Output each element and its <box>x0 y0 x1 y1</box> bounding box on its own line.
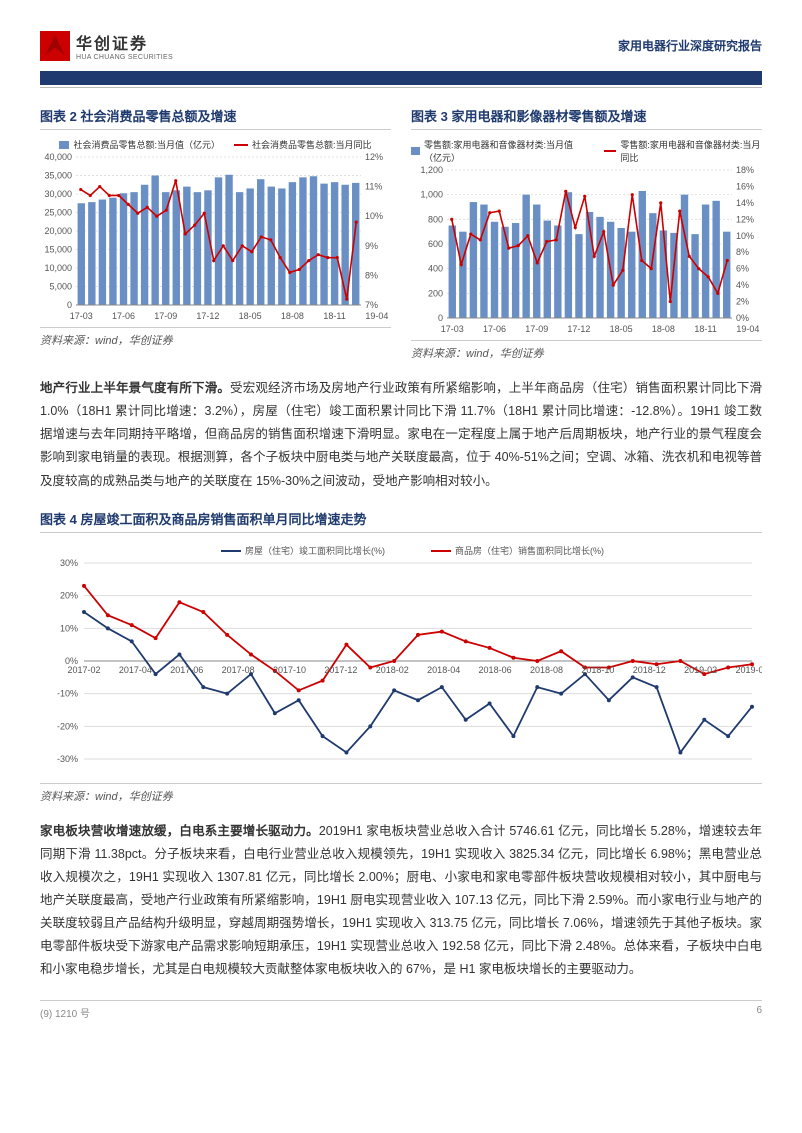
svg-text:2018-04: 2018-04 <box>427 665 460 675</box>
svg-text:20,000: 20,000 <box>44 226 72 236</box>
svg-text:17-12: 17-12 <box>196 311 219 321</box>
svg-text:18-08: 18-08 <box>652 324 675 334</box>
rule-thin <box>40 87 762 88</box>
chart3-source: 资料来源：wind，华创证券 <box>411 340 762 361</box>
svg-text:-30%: -30% <box>57 754 78 764</box>
svg-text:35,000: 35,000 <box>44 171 72 181</box>
svg-text:8%: 8% <box>736 247 749 257</box>
svg-text:2018-08: 2018-08 <box>530 665 563 675</box>
chart3-legend: 零售额:家用电器和音像器材类:当月值（亿元） 零售额:家用电器和音像器材类:当月… <box>411 136 762 166</box>
paragraph-1: 地产行业上半年景气度有所下滑。受宏观经济市场及房地产行业政策有所紧缩影响，上半年… <box>40 377 762 493</box>
svg-text:30%: 30% <box>60 558 78 568</box>
chart2-source: 资料来源：wind，华创证券 <box>40 327 391 348</box>
svg-text:17-09: 17-09 <box>525 324 548 334</box>
svg-text:2018-06: 2018-06 <box>479 665 512 675</box>
svg-text:25,000: 25,000 <box>44 208 72 218</box>
bar-swatch <box>411 147 420 155</box>
footer-page: 6 <box>756 1005 762 1020</box>
svg-text:18-05: 18-05 <box>610 324 633 334</box>
svg-text:6%: 6% <box>736 264 749 274</box>
chart2-title: 图表 2 社会消费品零售总额及增速 <box>40 106 391 130</box>
page-header: 华创证券 HUA CHUANG SECURITIES 家用电器行业深度研究报告 <box>40 30 762 67</box>
bar-swatch <box>59 141 69 149</box>
svg-text:17-09: 17-09 <box>154 311 177 321</box>
svg-text:2017-04: 2017-04 <box>119 665 152 675</box>
svg-text:2018-02: 2018-02 <box>376 665 409 675</box>
svg-text:14%: 14% <box>736 198 754 208</box>
svg-text:-10%: -10% <box>57 688 78 698</box>
svg-text:5,000: 5,000 <box>49 282 72 292</box>
svg-text:0: 0 <box>438 313 443 323</box>
svg-text:2018-12: 2018-12 <box>633 665 666 675</box>
paragraph-2: 家电板块营收增速放缓，白电系主要增长驱动力。2019H1 家电板块营业总收入合计… <box>40 820 762 982</box>
svg-text:17-03: 17-03 <box>441 324 464 334</box>
svg-text:2017-12: 2017-12 <box>324 665 357 675</box>
svg-text:600: 600 <box>428 239 443 249</box>
svg-text:4%: 4% <box>736 280 749 290</box>
logo-en: HUA CHUANG SECURITIES <box>76 54 173 61</box>
svg-text:2017-02: 2017-02 <box>67 665 100 675</box>
line-swatch <box>234 144 248 146</box>
svg-text:18-05: 18-05 <box>239 311 262 321</box>
svg-text:-20%: -20% <box>57 721 78 731</box>
svg-text:19-04: 19-04 <box>365 311 388 321</box>
svg-text:2%: 2% <box>736 297 749 307</box>
svg-text:20%: 20% <box>60 590 78 600</box>
svg-text:房屋（住宅）竣工面积同比增长(%): 房屋（住宅）竣工面积同比增长(%) <box>245 545 385 556</box>
svg-text:9%: 9% <box>365 241 378 251</box>
footer-left: (9) 1210 号 <box>40 1005 90 1020</box>
svg-text:2017-06: 2017-06 <box>170 665 203 675</box>
svg-text:0: 0 <box>67 300 72 310</box>
svg-text:2017-10: 2017-10 <box>273 665 306 675</box>
svg-text:0%: 0% <box>736 313 749 323</box>
logo-mark <box>40 31 70 61</box>
chart3-title: 图表 3 家用电器和影像器材零售额及增速 <box>411 106 762 130</box>
rule-navy <box>40 71 762 85</box>
svg-text:2019-02: 2019-02 <box>684 665 717 675</box>
svg-text:1,200: 1,200 <box>420 166 443 175</box>
svg-text:10%: 10% <box>60 623 78 633</box>
svg-text:17-03: 17-03 <box>70 311 93 321</box>
svg-text:7%: 7% <box>365 300 378 310</box>
svg-text:10%: 10% <box>365 211 383 221</box>
chart4: 房屋（住宅）竣工面积同比增长(%) 商品房（住宅）销售面积同比增长(%) -30% -… <box>40 539 762 779</box>
svg-text:1,000: 1,000 <box>420 190 443 200</box>
line-swatch <box>604 150 617 152</box>
svg-text:200: 200 <box>428 288 443 298</box>
svg-text:17-06: 17-06 <box>483 324 506 334</box>
svg-text:800: 800 <box>428 214 443 224</box>
svg-text:11%: 11% <box>365 182 382 192</box>
svg-text:400: 400 <box>428 264 443 274</box>
chart2-legend: 社会消费品零售总额:当月值（亿元） 社会消费品零售总额:当月同比 <box>40 136 391 153</box>
svg-text:18%: 18% <box>736 166 754 175</box>
footer: (9) 1210 号 6 <box>40 1000 762 1020</box>
svg-text:2019-04: 2019-04 <box>735 665 762 675</box>
svg-text:8%: 8% <box>365 270 378 280</box>
svg-text:2017-08: 2017-08 <box>222 665 255 675</box>
svg-text:10,000: 10,000 <box>44 263 72 273</box>
svg-text:40,000: 40,000 <box>44 153 72 162</box>
svg-text:17-06: 17-06 <box>112 311 135 321</box>
svg-text:17-12: 17-12 <box>567 324 590 334</box>
chart3: 0 200 400 600 800 1,000 1,200 0% 2% 4% 6% 8% 10% 12% 1… <box>411 166 762 336</box>
svg-text:12%: 12% <box>365 153 383 162</box>
chart4-source: 资料来源：wind，华创证券 <box>40 783 762 804</box>
logo: 华创证券 HUA CHUANG SECURITIES <box>40 30 173 61</box>
svg-text:18-08: 18-08 <box>281 311 304 321</box>
doc-title: 家用电器行业深度研究报告 <box>618 37 762 54</box>
svg-text:18-11: 18-11 <box>694 324 716 334</box>
svg-text:19-04: 19-04 <box>736 324 759 334</box>
svg-text:30,000: 30,000 <box>44 189 72 199</box>
chart2: 0 5,000 10,000 15,000 20,000 25,000 30,000 35,0… <box>40 153 391 323</box>
svg-text:18-11: 18-11 <box>323 311 345 321</box>
svg-text:15,000: 15,000 <box>44 245 72 255</box>
logo-cn: 华创证券 <box>76 30 173 54</box>
svg-text:2018-10: 2018-10 <box>581 665 614 675</box>
chart4-title: 图表 4 房屋竣工面积及商品房销售面积单月同比增速走势 <box>40 509 762 533</box>
svg-text:12%: 12% <box>736 214 754 224</box>
svg-text:10%: 10% <box>736 231 754 241</box>
svg-text:商品房（住宅）销售面积同比增长(%): 商品房（住宅）销售面积同比增长(%) <box>455 545 604 556</box>
svg-text:16%: 16% <box>736 181 754 191</box>
